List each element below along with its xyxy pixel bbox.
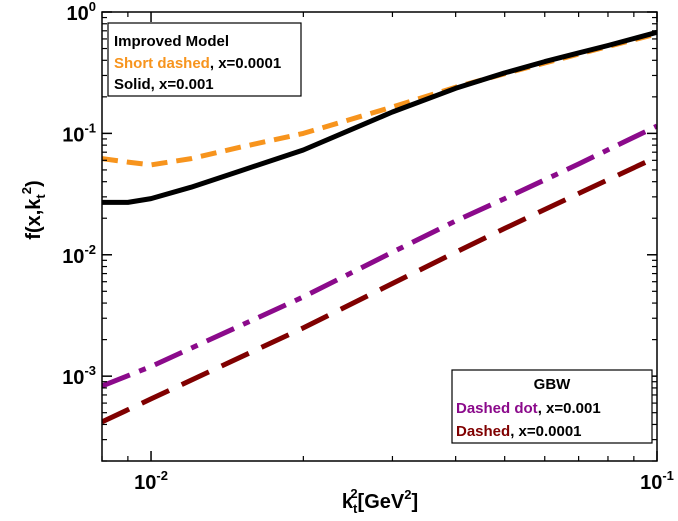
legend-entry-dashed-dot-name: Dashed dot (456, 400, 538, 417)
legend-entry-short-dashed: Short dashed, x=0.0001 (114, 55, 281, 72)
legend-entry-dashed-dot-suffix: , x=0.001 (538, 400, 601, 417)
y-tick-label: 10-3 (62, 363, 96, 389)
legend-gbw-box (451, 369, 653, 444)
series-improved-solid (102, 29, 657, 205)
legend-improved-model: Improved Model Short dashed, x=0.0001 So… (107, 22, 302, 97)
y-tick-label: 10-1 (62, 120, 96, 146)
y-axis-title-sup: 2 (19, 187, 34, 194)
legend-gbw: GBW Dashed dot, x=0.001 Dashed, x=0.0001 (451, 369, 653, 444)
legend-entry-dashed-suffix: , x=0.0001 (510, 423, 581, 440)
series-gbw-dashed-dot (102, 123, 657, 389)
legend-improved-model-title: Improved Model (114, 33, 229, 50)
x-axis-title-sup: 2 (350, 486, 357, 501)
y-axis-title-sub: t (33, 194, 48, 199)
x-tick-label: 10-1 (640, 468, 674, 494)
y-axis-title-pre: f(x,k (23, 198, 45, 240)
series-gbw-dashed (102, 154, 657, 425)
legend-entry-solid-suffix: , x=0.001 (151, 76, 214, 93)
x-axis-title-unit-pre: [GeV (358, 491, 405, 513)
legend-entry-dashed-name: Dashed (456, 423, 510, 440)
x-axis-title-unit-post: ] (411, 491, 418, 513)
x-axis-title-unit-sup: 2 (404, 487, 411, 502)
x-axis-title-sub: t (353, 501, 358, 516)
series-layer (102, 29, 657, 425)
ticks-layer: 10-2 10-1 10-3 10-2 10-1 100 (62, 0, 674, 494)
y-tick-label: 10-2 (62, 242, 96, 268)
legend-improved-model-box (107, 22, 302, 97)
x-axis-title-base: k (342, 491, 354, 513)
legend-entry-solid: Solid, x=0.001 (114, 76, 214, 93)
y-axis-title: f(x,kt2) (19, 180, 48, 239)
x-tick-label: 10-2 (134, 468, 168, 494)
legend-gbw-title: GBW (534, 376, 572, 393)
y-axis-title-post: ) (23, 180, 45, 187)
y-tick-label: 100 (67, 0, 96, 25)
legend-entry-dashed: Dashed, x=0.0001 (456, 423, 582, 440)
legend-entry-solid-name: Solid (114, 76, 151, 93)
x-axis-title: kt2[GeV2] (342, 486, 418, 516)
legend-entry-short-dashed-suffix: , x=0.0001 (210, 55, 281, 72)
legend-entry-dashed-dot: Dashed dot, x=0.001 (456, 400, 601, 417)
plot-frame (101, 11, 658, 462)
legend-entry-short-dashed-name: Short dashed (114, 55, 210, 72)
